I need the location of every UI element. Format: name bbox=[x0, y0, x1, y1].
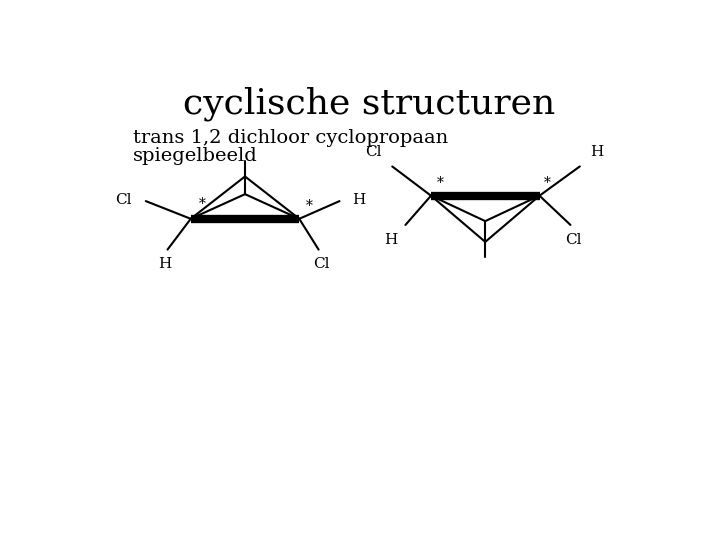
Text: *: * bbox=[437, 176, 444, 190]
Text: *: * bbox=[544, 176, 551, 190]
Text: trans 1,2 dichloor cyclopropaan: trans 1,2 dichloor cyclopropaan bbox=[132, 129, 448, 147]
Text: H: H bbox=[590, 145, 604, 159]
Text: *: * bbox=[199, 197, 205, 211]
Text: Cl: Cl bbox=[115, 193, 132, 206]
Text: Cl: Cl bbox=[313, 257, 330, 271]
Text: *: * bbox=[305, 199, 312, 213]
Text: H: H bbox=[384, 233, 397, 247]
Text: H: H bbox=[352, 193, 365, 206]
Text: H: H bbox=[158, 257, 171, 271]
Text: cyclische structuren: cyclische structuren bbox=[183, 86, 555, 120]
Text: spiegelbeeld: spiegelbeeld bbox=[132, 147, 257, 165]
Text: Cl: Cl bbox=[565, 233, 582, 247]
Text: Cl: Cl bbox=[365, 145, 382, 159]
